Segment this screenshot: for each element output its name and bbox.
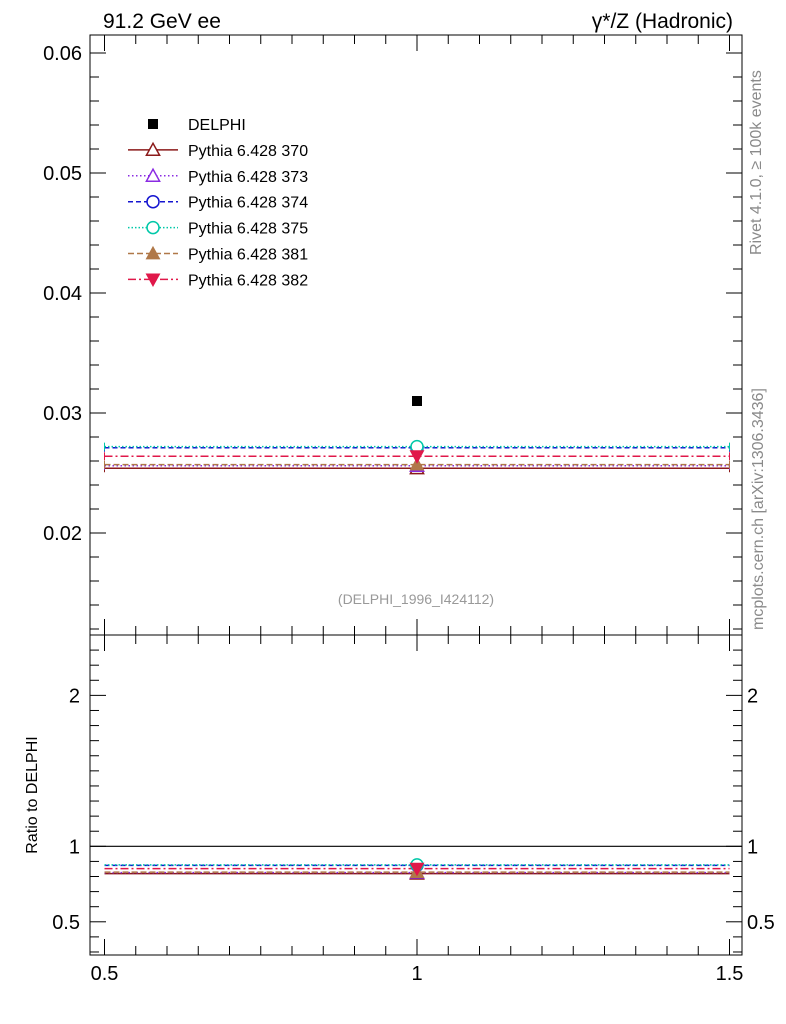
energy-title: 91.2 GeV ee xyxy=(103,10,221,33)
x-tick-label: 0.5 xyxy=(91,963,119,985)
ratio-y-tick-label-right: 2 xyxy=(747,685,758,707)
main-plot-marks xyxy=(104,396,730,475)
ratio-y-tick-label-right: 1 xyxy=(747,836,758,858)
mc-series-marker xyxy=(409,450,425,464)
y-tick-label: 0.05 xyxy=(43,163,82,185)
mc-series-marker xyxy=(409,456,425,471)
y-tick-label: 0.04 xyxy=(43,283,82,305)
ratio-y-axis-label: Ratio to DELPHI xyxy=(24,736,41,853)
x-axis: 0.5 1 1.5 xyxy=(91,35,744,985)
ratio-plot-frame xyxy=(89,634,743,956)
legend-label: Pythia 6.428 370 xyxy=(188,143,308,160)
legend-marker xyxy=(146,220,160,235)
process-title: γ*/Z (Hadronic) xyxy=(592,10,733,33)
delphi-data-point xyxy=(412,396,422,406)
ratio-y-tick-label-right: 0.5 xyxy=(747,912,775,934)
ratio-plot-marks xyxy=(90,845,742,880)
legend-label: Pythia 6.428 374 xyxy=(188,195,308,212)
x-tick-label: 1 xyxy=(411,963,422,985)
legend-marker-delphi xyxy=(148,119,158,129)
legend-marker xyxy=(145,273,161,288)
ratio-y-axis: 0.5 0.5 1 1 2 2 xyxy=(52,649,775,953)
main-y-axis: 0.02 0.03 0.04 0.05 0.06 xyxy=(43,43,742,630)
y-tick-label: 0.02 xyxy=(43,523,82,545)
legend-label: Pythia 6.428 373 xyxy=(188,169,308,186)
analysis-label: (DELPHI_1996_I424112) xyxy=(338,591,494,607)
legend-marker xyxy=(145,245,161,260)
legend-label: Pythia 6.428 381 xyxy=(188,247,308,264)
ratio-y-tick-label: 2 xyxy=(69,685,80,707)
legend-marker xyxy=(145,141,161,157)
x-tick-label: 1.5 xyxy=(716,963,744,985)
legend-label: Pythia 6.428 375 xyxy=(188,221,308,238)
rivet-version-label: Rivet 4.1.0, ≥ 100k events xyxy=(748,70,765,255)
ratio-y-tick-label: 1 xyxy=(69,836,80,858)
legend-marker xyxy=(145,167,161,182)
legend-marker xyxy=(146,194,160,209)
ratio-y-tick-label: 0.5 xyxy=(52,912,80,934)
legend-label-delphi: DELPHI xyxy=(188,117,246,134)
mcplots-label: mcplots.cern.ch [arXiv:1306.3436] xyxy=(750,388,767,630)
ratio-series-marker xyxy=(409,862,425,877)
legend-label: Pythia 6.428 382 xyxy=(188,272,308,289)
y-tick-label: 0.03 xyxy=(43,403,82,425)
y-tick-label: 0.06 xyxy=(43,43,82,65)
legend: DELPHI Pythia 6.428 370 Pythia 6.428 373 Py… xyxy=(128,117,308,289)
